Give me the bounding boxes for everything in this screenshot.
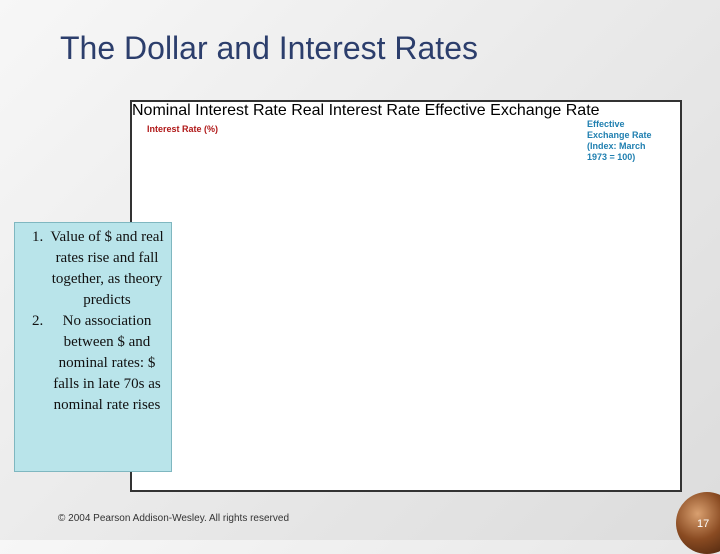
- real-rate-label-line: Real: [291, 102, 325, 119]
- nominal-rate-label: Nominal Interest Rate: [132, 102, 291, 119]
- right-axis-title-line: 1973 = 100): [587, 152, 635, 162]
- slide-title: The Dollar and Interest Rates: [60, 30, 478, 66]
- right-axis-title-line: (Index: March: [587, 141, 646, 151]
- real-rate-label-line: Interest: [328, 102, 382, 119]
- real-rate-label-line: Rate: [386, 102, 421, 119]
- note-item: No association between $ and nominal rat…: [47, 311, 167, 416]
- exchange-rate-label: Effective Exchange Rate: [424, 102, 600, 119]
- real-rate-label: Real Interest Rate: [291, 102, 424, 119]
- notes-list: Value of $ and real rates rise and fall …: [17, 227, 167, 416]
- right-axis-title-line: Effective: [587, 119, 625, 129]
- note-item: Value of $ and real rates rise and fall …: [47, 227, 167, 311]
- right-axis-title-line: Exchange Rate: [587, 130, 652, 140]
- nominal-rate-label-line: Interest Rate: [195, 102, 287, 119]
- page-number: 17: [697, 518, 710, 530]
- right-axis-title: Effective Exchange Rate (Index: March 19…: [587, 119, 654, 162]
- left-axis-title: Interest Rate (%): [147, 124, 218, 134]
- chart-svg: Interest Rate (%) Effective Exchange Rat…: [147, 119, 654, 162]
- nominal-rate-label-line: Nominal: [132, 102, 191, 119]
- copyright-footer: © 2004 Pearson Addison-Wesley. All right…: [58, 513, 290, 524]
- chart-panel: Interest Rate (%) Effective Exchange Rat…: [130, 100, 682, 492]
- notes-box: Value of $ and real rates rise and fall …: [14, 222, 172, 472]
